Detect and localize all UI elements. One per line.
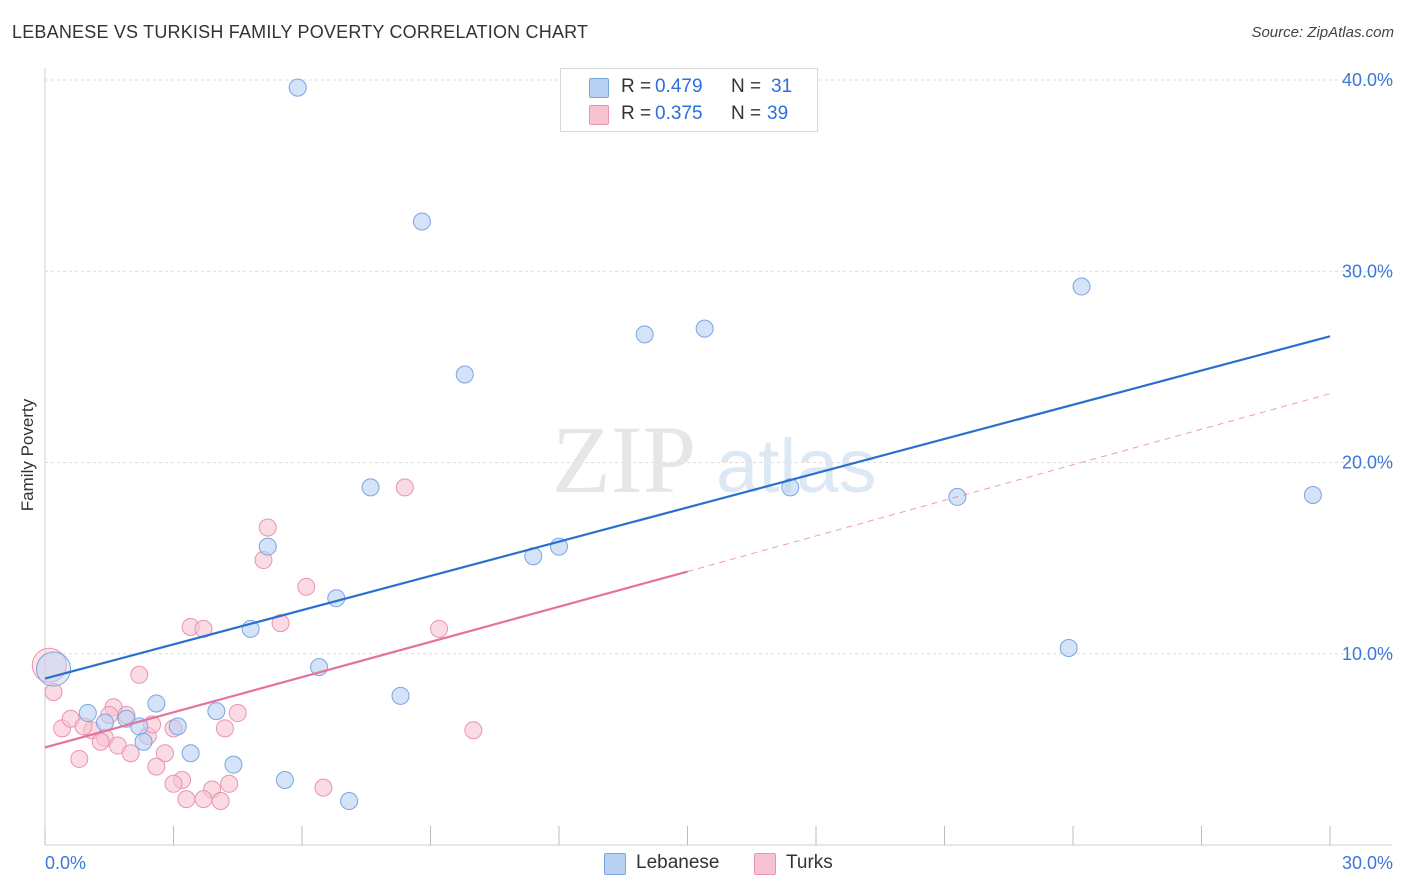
turks-point	[430, 619, 449, 638]
turks-point	[220, 774, 239, 793]
legend-swatch-lebanese	[589, 78, 609, 98]
x-tick-label: 30.0%	[1342, 853, 1393, 873]
source-label: Source: ZipAtlas.com	[1251, 24, 1394, 41]
lebanese-trend-line	[44, 335, 1331, 680]
turks-point	[215, 719, 234, 738]
lebanese-point	[168, 717, 187, 736]
bottom-legend-label: Lebanese	[636, 852, 720, 873]
turks-point	[297, 577, 316, 596]
lebanese-point	[78, 704, 97, 723]
lebanese-point	[288, 78, 307, 97]
lebanese-point	[181, 744, 200, 763]
turks-trend-extension	[687, 393, 1331, 572]
grid-layer	[45, 79, 1392, 655]
lebanese-point	[275, 770, 294, 789]
lebanese-point	[412, 212, 431, 231]
turks-point	[31, 647, 67, 683]
watermark: ZIP atlas	[552, 406, 877, 513]
legend-r-value: 0.479	[655, 76, 703, 97]
legend-n-label: N =	[731, 103, 762, 124]
lebanese-point	[635, 325, 654, 344]
turks-point	[121, 744, 140, 763]
legend-r-label: R =	[621, 103, 652, 124]
turks-point	[147, 757, 166, 776]
turks-point	[155, 744, 174, 763]
y-tick-label: 20.0%	[1342, 453, 1393, 473]
turks-point	[314, 778, 333, 797]
lebanese-point	[147, 694, 166, 713]
lebanese-point	[781, 478, 800, 497]
stats-legend: R = 0.479 N = 31 R = 0.375 N = 39	[560, 68, 818, 132]
lebanese-point	[1059, 639, 1078, 658]
legend-n-label: N =	[731, 76, 762, 97]
turks-point	[258, 518, 277, 537]
lebanese-point	[258, 537, 277, 556]
lebanese-point	[455, 365, 474, 384]
bottom-legend-swatch-turks	[754, 853, 776, 875]
chart-title: LEBANESE VS TURKISH FAMILY POVERTY CORRE…	[12, 22, 589, 42]
turks-point	[211, 792, 230, 811]
bottom-legend-label: Turks	[786, 852, 833, 873]
turks-point	[228, 704, 247, 723]
axis-layer: 10.0% 20.0% 30.0% 40.0% 0.0% 30.0%	[44, 68, 1393, 873]
turks-point	[271, 614, 290, 633]
lebanese-point	[361, 478, 380, 497]
turks-point	[91, 732, 110, 751]
turks-point	[194, 790, 213, 809]
lebanese-point	[327, 589, 346, 608]
watermark-zip: ZIP	[552, 406, 696, 513]
legend-swatch-turks	[589, 105, 609, 125]
lebanese-point	[391, 686, 410, 705]
turks-point	[70, 749, 89, 768]
y-tick-label: 10.0%	[1342, 644, 1393, 664]
turks-trend-line	[44, 570, 688, 749]
lebanese-point	[340, 792, 359, 811]
y-tick-label: 40.0%	[1342, 70, 1393, 90]
turks-point	[44, 683, 63, 701]
y-tick-label: 30.0%	[1342, 261, 1393, 281]
turks-point	[464, 721, 483, 740]
turks-point	[177, 790, 196, 809]
turks-point	[164, 774, 183, 793]
legend-n-value: 31	[771, 76, 793, 97]
lebanese-point	[1303, 486, 1322, 505]
turks-point	[130, 665, 149, 684]
x-tick-label: 0.0%	[45, 853, 86, 873]
lebanese-point	[207, 702, 226, 721]
bottom-legend-swatch-lebanese	[604, 853, 626, 875]
lebanese-point	[134, 732, 153, 751]
lebanese-point	[36, 651, 72, 687]
lebanese-point	[224, 755, 243, 774]
legend-n-value: 39	[767, 103, 789, 124]
lebanese-point	[1072, 277, 1091, 296]
trend-layer	[44, 335, 1331, 749]
turks-point	[395, 478, 414, 497]
legend-r-value: 0.375	[655, 103, 703, 124]
legend-r-label: R =	[621, 76, 652, 97]
lebanese-point	[695, 319, 714, 338]
watermark-atlas: atlas	[716, 424, 877, 509]
